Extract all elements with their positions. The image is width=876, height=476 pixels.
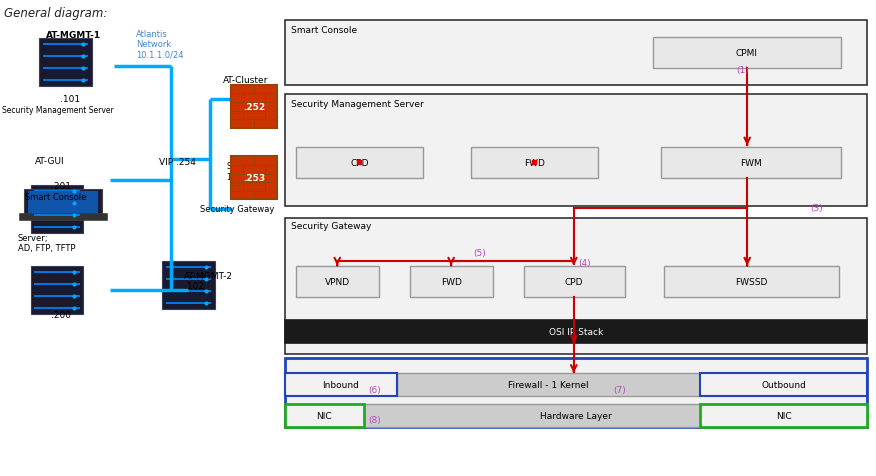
Text: Smart Console: Smart Console [291, 26, 357, 35]
Text: Security Gateway: Security Gateway [291, 221, 371, 230]
FancyBboxPatch shape [285, 404, 364, 427]
Text: CPMI: CPMI [736, 49, 758, 58]
Text: CPD: CPD [565, 278, 583, 287]
FancyBboxPatch shape [653, 38, 841, 69]
Text: General diagram:: General diagram: [4, 7, 108, 20]
FancyBboxPatch shape [285, 95, 867, 207]
Text: NIC: NIC [316, 411, 332, 420]
Text: VIP .254: VIP .254 [159, 158, 196, 167]
FancyBboxPatch shape [31, 186, 83, 233]
Text: FWM: FWM [740, 159, 762, 168]
Text: CPD: CPD [350, 159, 369, 168]
Text: Security Gateway: Security Gateway [200, 205, 274, 214]
Text: AT-MGMT-2
.102: AT-MGMT-2 .102 [184, 271, 233, 291]
FancyBboxPatch shape [285, 21, 867, 86]
Text: (7): (7) [613, 385, 626, 394]
FancyBboxPatch shape [285, 373, 397, 396]
FancyBboxPatch shape [39, 39, 92, 87]
FancyBboxPatch shape [700, 404, 867, 427]
FancyBboxPatch shape [285, 358, 867, 427]
Text: .101: .101 [60, 95, 80, 104]
FancyBboxPatch shape [28, 192, 98, 214]
Text: Firewall - 1 Kernel: Firewall - 1 Kernel [508, 380, 589, 389]
FancyBboxPatch shape [285, 404, 867, 427]
FancyBboxPatch shape [19, 214, 107, 220]
Text: Inbound: Inbound [322, 380, 359, 389]
Text: Outbound: Outbound [761, 380, 806, 389]
Text: Hardware Layer: Hardware Layer [540, 411, 611, 420]
FancyBboxPatch shape [397, 373, 700, 396]
FancyBboxPatch shape [231, 86, 277, 129]
FancyBboxPatch shape [296, 148, 423, 178]
Text: Smart Console: Smart Console [25, 192, 86, 201]
FancyBboxPatch shape [471, 148, 598, 178]
Text: Security Management Server: Security Management Server [291, 100, 424, 109]
FancyBboxPatch shape [162, 262, 215, 309]
Text: Sync_Net
192.168.10.0: Sync_Net 192.168.10.0 [226, 162, 277, 181]
FancyBboxPatch shape [700, 373, 867, 396]
Text: Atlantis
Network
10.1.1.0/24: Atlantis Network 10.1.1.0/24 [136, 30, 183, 59]
Text: .253: .253 [243, 174, 265, 183]
Text: .200: .200 [51, 310, 71, 319]
Text: AT-Cluster: AT-Cluster [223, 76, 269, 85]
FancyBboxPatch shape [410, 267, 493, 298]
Text: .201: .201 [51, 182, 71, 191]
Text: FWD: FWD [442, 278, 462, 287]
Text: OSI IP Stack: OSI IP Stack [549, 328, 603, 337]
Text: .252: .252 [243, 103, 265, 111]
FancyBboxPatch shape [524, 267, 625, 298]
FancyBboxPatch shape [664, 267, 839, 298]
FancyBboxPatch shape [661, 148, 841, 178]
Text: NIC: NIC [776, 411, 791, 420]
FancyBboxPatch shape [24, 190, 102, 215]
Text: (3): (3) [810, 204, 823, 213]
Text: FWSSD: FWSSD [736, 278, 767, 287]
FancyBboxPatch shape [31, 267, 83, 314]
Text: AT-MGMT-1: AT-MGMT-1 [46, 31, 101, 40]
Text: Server;
AD, FTP, TFTP: Server; AD, FTP, TFTP [18, 233, 75, 253]
FancyBboxPatch shape [285, 321, 867, 344]
Text: Security Management Server: Security Management Server [2, 106, 114, 115]
FancyBboxPatch shape [231, 157, 277, 200]
Text: VPND: VPND [325, 278, 350, 287]
Text: (1): (1) [736, 66, 749, 75]
Text: (4): (4) [578, 258, 590, 267]
FancyBboxPatch shape [296, 267, 379, 298]
Text: (5): (5) [473, 249, 486, 258]
Text: AT-GUI: AT-GUI [35, 157, 65, 166]
Text: (6): (6) [368, 385, 381, 394]
Text: FWD: FWD [525, 159, 545, 168]
FancyBboxPatch shape [285, 219, 867, 355]
Text: (8): (8) [368, 416, 381, 424]
